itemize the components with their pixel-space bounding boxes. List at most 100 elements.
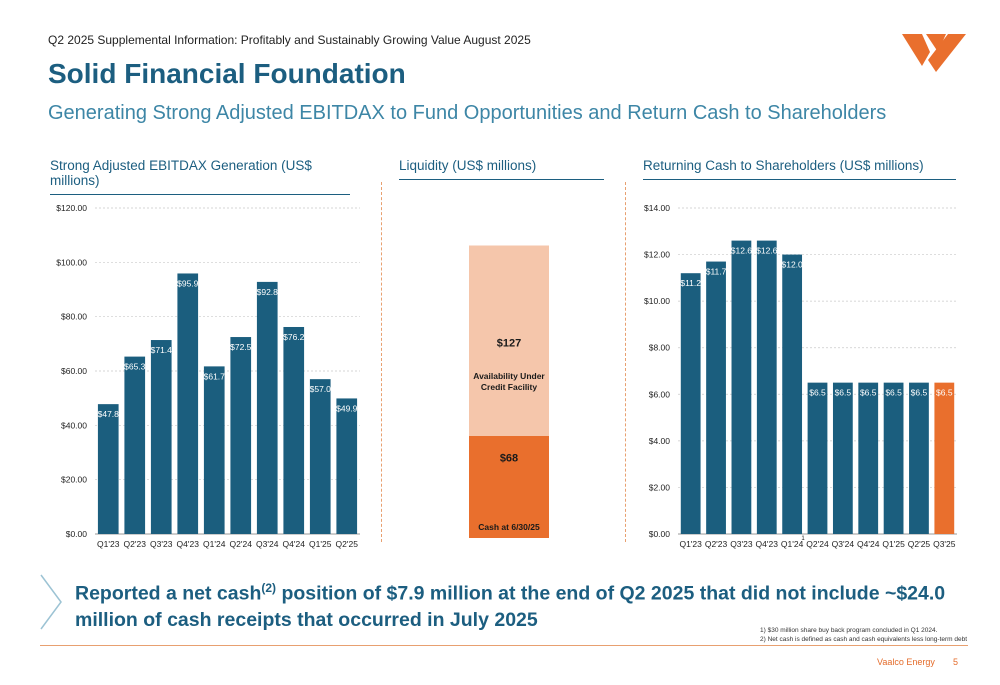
ebitdax-bar	[203, 366, 225, 534]
returns-ytick-label: $12.00	[644, 250, 670, 260]
liquidity-segment	[469, 245, 549, 436]
ebitdax-bar	[336, 398, 358, 534]
returns-bar	[756, 240, 777, 534]
ebitdax-value-label: $65.3	[124, 362, 146, 372]
returns-value-label: $6.5	[885, 388, 902, 398]
returns-category-label: Q3'23	[730, 539, 753, 549]
ebitdax-ytick-label: $120.00	[56, 203, 87, 213]
returns-bar	[680, 273, 701, 534]
footer-company: Vaalco Energy	[877, 657, 935, 667]
returns-category-label: Q4'24	[857, 539, 880, 549]
ebitdax-category-label: Q2'23	[124, 539, 147, 549]
ebitdax-bar	[97, 404, 119, 534]
ebitdax-category-label: Q1'23	[97, 539, 120, 549]
ebitdax-value-label: $61.7	[204, 371, 226, 381]
ebitdax-category-label: Q3'23	[150, 539, 173, 549]
footer-divider	[40, 645, 968, 646]
returns-category-label: Q2'24	[806, 539, 829, 549]
returns-value-label: $6.5	[860, 388, 877, 398]
returns-bar	[883, 382, 904, 534]
ebitdax-value-label: $71.4	[151, 345, 173, 355]
footnote-2: 2) Net cash is defined as cash and cash …	[760, 636, 968, 643]
returns-bar	[782, 254, 803, 535]
returns-value-label: $12.6	[731, 246, 753, 256]
ebitdax-value-label: $92.8	[257, 287, 279, 297]
chevron-right-icon	[40, 574, 62, 630]
ebitdax-category-label: Q4'23	[177, 539, 200, 549]
returns-category-label: Q3'24	[832, 539, 855, 549]
returns-bar	[731, 240, 752, 534]
returns-bar	[807, 382, 828, 534]
footnote-1: 1) $30 million share buy back program co…	[760, 627, 938, 634]
ebitdax-bar	[309, 379, 331, 534]
returns-bar	[909, 382, 929, 534]
company-logo-icon	[902, 34, 966, 72]
page-subtitle: Generating Strong Adjusted EBITDAX to Fu…	[48, 102, 887, 124]
returns-value-label: $6.5	[809, 388, 826, 398]
callout-text-end: position of $7.9 million at the end of Q…	[75, 582, 946, 631]
net-cash-callout: Reported a net cash(2) position of $7.9 …	[75, 575, 990, 633]
ebitdax-ytick-label: $20.00	[61, 475, 87, 485]
ebitdax-ytick-label: $60.00	[61, 366, 87, 376]
ebitdax-bar	[283, 326, 305, 534]
returns-ytick-label: $4.00	[649, 436, 671, 446]
ebitdax-ytick-label: $100.00	[56, 257, 87, 267]
returns-bar	[858, 382, 879, 534]
returns-value-label: $12.0	[781, 260, 803, 270]
returns-category-label: Q1'23	[679, 539, 702, 549]
returns-ytick-label: $0.00	[649, 529, 671, 539]
ebitdax-value-label: $49.9	[336, 403, 358, 413]
returns-category-label: Q1'25	[882, 539, 905, 549]
returns-category-label: Q1'24	[781, 539, 804, 549]
page-title: Solid Financial Foundation	[48, 58, 406, 89]
ebitdax-value-label: $76.2	[283, 332, 305, 342]
divider-left	[381, 182, 382, 542]
returns-category-label: Q2'23	[705, 539, 728, 549]
ebitdax-category-label: Q2'24	[230, 539, 253, 549]
ebitdax-ytick-label: $80.00	[61, 312, 87, 322]
returns-category-label: Q2'25	[908, 539, 931, 549]
ebitdax-ytick-label: $0.00	[66, 529, 88, 539]
returns-bar	[934, 382, 955, 534]
returns-value-label: $11.2	[680, 278, 701, 288]
liquidity-stacked-bar-chart: $68 Cash at 6/30/25 $127 Availability Under…	[469, 245, 549, 538]
returns-ytick-label: $6.00	[649, 389, 671, 399]
ebitdax-section-title: Strong Adjusted EBITDAX Generation (US$ …	[50, 158, 350, 195]
returns-value-label: $6.5	[835, 388, 852, 398]
divider-right	[625, 182, 626, 542]
liquidity-segment	[469, 436, 549, 538]
ebitdax-category-label: Q4'24	[283, 539, 306, 549]
ebitdax-value-label: $72.5	[230, 342, 252, 352]
ebitdax-bar-chart: $0.00 $20.00 $40.00 $60.00 $80.00 $100.00 $120…	[56, 203, 360, 549]
returns-value-label: $11.7	[706, 267, 727, 277]
returns-value-label: $12.6	[756, 246, 778, 256]
returns-bar	[832, 382, 853, 534]
shareholder-returns-section-title: Returning Cash to Shareholders (US$ mill…	[643, 158, 956, 180]
document-header: Q2 2025 Supplemental Information: Profit…	[48, 33, 531, 47]
returns-ytick-label: $14.00	[644, 203, 670, 213]
liquidity-value-label: $68	[500, 453, 518, 465]
liquidity-segment-label: Cash at 6/30/25	[478, 522, 540, 532]
callout-superscript: (2)	[261, 581, 277, 595]
ebitdax-category-label: Q1'25	[309, 539, 332, 549]
returns-value-label: $6.5	[911, 388, 928, 398]
returns-category-label: Q4'23	[756, 539, 779, 549]
returns-footnote-marker: 1	[801, 536, 805, 542]
ebitdax-value-label: $95.9	[177, 278, 199, 288]
returns-ytick-label: $8.00	[649, 343, 671, 353]
ebitdax-bar	[230, 337, 252, 534]
ebitdax-category-label: Q2'25	[336, 539, 359, 549]
page-number: 5	[953, 657, 959, 667]
returns-ytick-label: $2.00	[649, 482, 671, 492]
returns-bar	[706, 261, 726, 534]
liquidity-segment-label: Availability Under Credit Facility	[473, 371, 545, 392]
ebitdax-value-label: $57.0	[310, 384, 332, 394]
ebitdax-bar	[177, 273, 199, 534]
ebitdax-category-label: Q3'24	[256, 539, 279, 549]
callout-text-start: Reported a net cash	[75, 582, 262, 605]
ebitdax-ytick-label: $40.00	[61, 420, 87, 430]
returns-ytick-label: $10.00	[644, 296, 670, 306]
shareholder-returns-bar-chart: $0.00 $2.00 $4.00 $6.00 $8.00 $10.00 $12.00 $14…	[644, 203, 957, 549]
footnotes: 1) $30 million share buy back program co…	[760, 626, 967, 644]
ebitdax-category-label: Q1'24	[203, 539, 226, 549]
